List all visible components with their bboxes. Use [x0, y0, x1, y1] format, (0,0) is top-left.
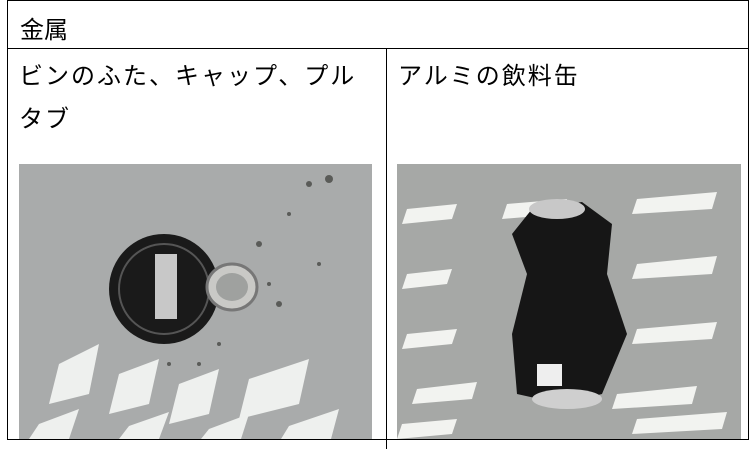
cell-label: アルミの飲料缶 [398, 64, 580, 90]
header-row: 金属 [8, 1, 748, 49]
photo-caps [19, 164, 372, 439]
cell-label: ビンのふた、キャップ、プルタブ [19, 64, 357, 133]
column-divider [386, 49, 387, 449]
photo-can [397, 164, 741, 439]
header-text: 金属 [20, 18, 68, 44]
table: 金属 ビンのふた、キャップ、プルタブ アルミの飲料缶 [7, 0, 749, 449]
